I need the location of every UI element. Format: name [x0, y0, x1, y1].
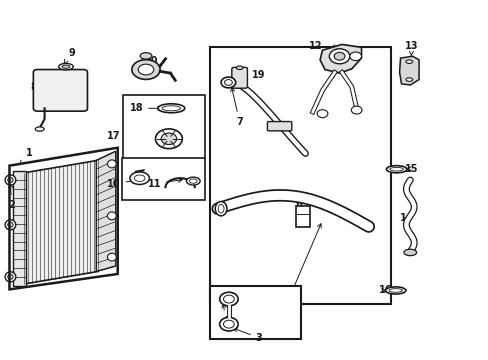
Ellipse shape [389, 167, 403, 171]
Ellipse shape [8, 222, 13, 227]
Ellipse shape [405, 60, 412, 63]
Bar [122, 95, 204, 160]
Text: 6: 6 [295, 199, 303, 212]
Ellipse shape [138, 64, 154, 75]
Ellipse shape [35, 127, 44, 131]
Text: 17: 17 [107, 131, 121, 141]
FancyBboxPatch shape [267, 122, 291, 131]
Polygon shape [96, 151, 116, 271]
Ellipse shape [132, 60, 160, 80]
Ellipse shape [349, 52, 361, 60]
Ellipse shape [59, 63, 73, 70]
Ellipse shape [5, 272, 16, 282]
Ellipse shape [350, 106, 361, 114]
Ellipse shape [186, 177, 200, 185]
Bar [210, 286, 300, 338]
Ellipse shape [161, 133, 176, 144]
Ellipse shape [215, 202, 226, 216]
Ellipse shape [223, 295, 234, 303]
Ellipse shape [107, 212, 116, 220]
Ellipse shape [386, 166, 406, 173]
Ellipse shape [224, 80, 232, 85]
Text: 4: 4 [222, 304, 229, 325]
Text: 16: 16 [378, 285, 392, 296]
Ellipse shape [223, 320, 234, 328]
Ellipse shape [317, 110, 327, 118]
Bar [13, 171, 26, 286]
Bar [122, 158, 205, 200]
Text: 20: 20 [141, 55, 157, 68]
Ellipse shape [385, 287, 405, 294]
Text: 5: 5 [285, 224, 321, 303]
Ellipse shape [8, 177, 13, 183]
Text: 13: 13 [404, 41, 418, 56]
Polygon shape [320, 44, 361, 73]
Ellipse shape [403, 249, 416, 256]
Ellipse shape [155, 129, 182, 149]
Text: 15: 15 [404, 163, 417, 174]
Ellipse shape [107, 160, 116, 168]
Ellipse shape [140, 53, 152, 59]
Ellipse shape [5, 220, 16, 230]
FancyBboxPatch shape [33, 69, 87, 111]
Text: 2: 2 [8, 184, 15, 210]
Bar [210, 47, 390, 304]
Ellipse shape [219, 318, 238, 331]
Ellipse shape [218, 204, 224, 213]
Ellipse shape [189, 179, 197, 183]
Text: 12: 12 [308, 41, 337, 51]
Ellipse shape [219, 292, 238, 306]
Text: 7: 7 [230, 87, 243, 127]
Text: 3: 3 [233, 328, 262, 343]
Text: 9: 9 [64, 48, 75, 64]
Bar [296, 206, 309, 226]
Polygon shape [399, 56, 418, 85]
Ellipse shape [388, 289, 402, 292]
Text: 18: 18 [129, 103, 162, 113]
Text: 8: 8 [30, 82, 37, 92]
Ellipse shape [158, 104, 184, 113]
Ellipse shape [405, 78, 412, 81]
Ellipse shape [8, 274, 13, 279]
Ellipse shape [62, 65, 70, 68]
Text: 11: 11 [147, 179, 182, 189]
Text: 1: 1 [20, 148, 32, 165]
Ellipse shape [134, 175, 145, 181]
Text: 10: 10 [107, 179, 136, 189]
Ellipse shape [130, 172, 149, 184]
Ellipse shape [5, 175, 16, 185]
Ellipse shape [162, 106, 180, 111]
Ellipse shape [107, 253, 116, 261]
Text: 19: 19 [243, 70, 265, 80]
Polygon shape [24, 160, 98, 284]
Ellipse shape [333, 52, 344, 60]
Ellipse shape [221, 77, 235, 88]
FancyBboxPatch shape [231, 67, 247, 88]
Ellipse shape [329, 49, 349, 64]
Text: 14: 14 [399, 213, 412, 222]
Ellipse shape [236, 66, 243, 69]
